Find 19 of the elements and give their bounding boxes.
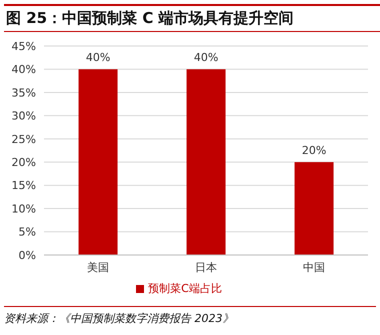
y-tick-label: 10% — [12, 202, 36, 216]
chart-title: 图 25：中国预制菜 C 端市场具有提升空间 — [4, 4, 380, 32]
data-label: 40% — [194, 51, 218, 64]
y-tick-label: 20% — [12, 156, 36, 170]
x-tick-label: 中国 — [303, 260, 325, 274]
legend-label: 预制菜C端占比 — [148, 282, 222, 295]
x-tick-label: 日本 — [195, 260, 217, 274]
x-tick-label: 美国 — [87, 260, 109, 274]
y-tick-label: 5% — [18, 226, 36, 239]
data-label: 20% — [302, 144, 326, 158]
text: 资料来源：《中国预制菜数字消费报告 2023》 — [4, 306, 376, 326]
y-tick-label: 45% — [12, 40, 36, 53]
y-tick-label: 30% — [12, 110, 36, 123]
y-tick-label: 25% — [12, 132, 36, 146]
y-tick-label: 15% — [12, 179, 36, 192]
data-label: 40% — [86, 51, 110, 64]
y-tick-label: 35% — [12, 86, 36, 100]
y-tick-label: 40% — [12, 63, 36, 76]
y-tick-label: 0% — [18, 248, 36, 262]
